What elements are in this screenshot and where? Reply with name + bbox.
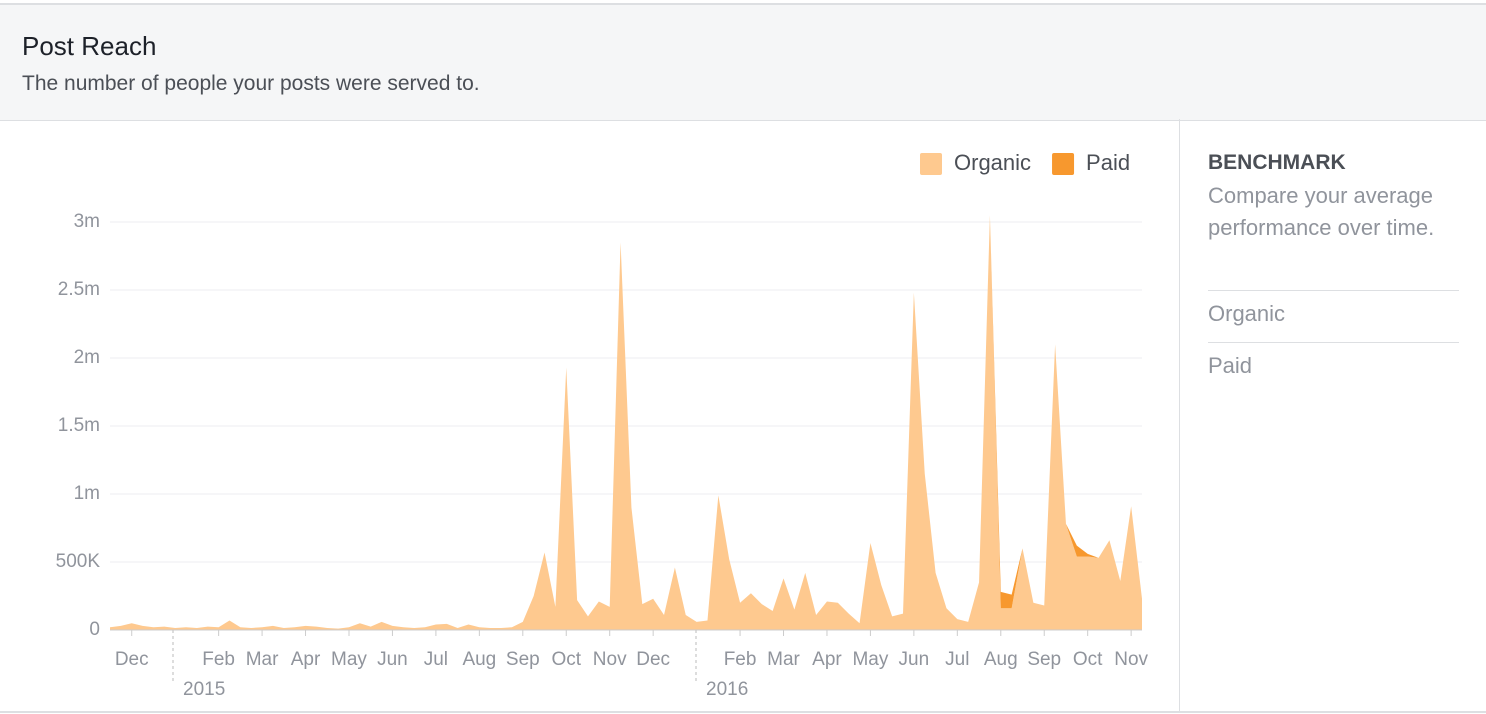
x-tick-label: Jul	[424, 649, 448, 670]
x-tick-label: Sep	[506, 649, 540, 670]
y-tick-label: 3m	[74, 211, 100, 232]
y-tick-label: 1m	[74, 483, 100, 504]
sidebar-title: BENCHMARK	[1208, 151, 1346, 174]
x-tick-label: Mar	[767, 649, 800, 670]
y-tick-label: 500K	[56, 551, 101, 572]
legend-label: Organic	[954, 150, 1031, 175]
subtitle: The number of people your posts were ser…	[22, 72, 480, 95]
x-tick-label: Sep	[1027, 649, 1061, 670]
x-tick-label: Dec	[115, 649, 149, 670]
year-label: 2016	[706, 679, 748, 700]
x-tick-label: Apr	[812, 649, 842, 670]
header: Post Reach The number of people your pos…	[0, 3, 1486, 121]
x-tick-label: Aug	[462, 649, 496, 670]
x-tick-label: Apr	[291, 649, 321, 670]
title: Post Reach	[22, 31, 157, 61]
sidebar: BENCHMARK Compare your average performan…	[1179, 119, 1486, 711]
y-tick-label: 2m	[74, 347, 100, 368]
x-tick-label: May	[852, 649, 888, 670]
x-tick-label: Jul	[945, 649, 969, 670]
x-tick-label: May	[331, 649, 367, 670]
x-tick-label: Jun	[899, 649, 930, 670]
legend-label: Paid	[1086, 150, 1130, 175]
sidebar-item[interactable]: Organic	[1208, 290, 1459, 327]
year-label: 2015	[183, 679, 225, 700]
x-tick-label: Feb	[724, 649, 757, 670]
x-tick-label: Nov	[593, 649, 627, 670]
x-tick-label: Aug	[984, 649, 1018, 670]
y-tick-label: 0	[89, 619, 100, 640]
sidebar-item[interactable]: Paid	[1208, 342, 1459, 379]
sidebar-description: Compare your average performance over ti…	[1208, 183, 1435, 240]
x-tick-label: Dec	[636, 649, 670, 670]
x-tick-label: Feb	[202, 649, 235, 670]
area	[110, 215, 1142, 630]
y-tick-label: 2.5m	[58, 279, 100, 300]
legend-swatch	[1052, 153, 1075, 175]
legend-swatch	[920, 153, 942, 175]
chart: 0 500K 1m 1.5m 2m 2.5m 3m Dec Feb Mar Apr May Jun Jul…	[56, 150, 1149, 700]
x-tick-label: Nov	[1114, 649, 1148, 670]
bottom-border	[0, 711, 1486, 713]
x-tick-label: Jun	[377, 649, 408, 670]
y-tick-label: 1.5m	[58, 415, 100, 436]
x-tick-label: Mar	[246, 649, 279, 670]
x-tick-label: Oct	[551, 649, 581, 670]
x-tick-label: Oct	[1073, 649, 1103, 670]
